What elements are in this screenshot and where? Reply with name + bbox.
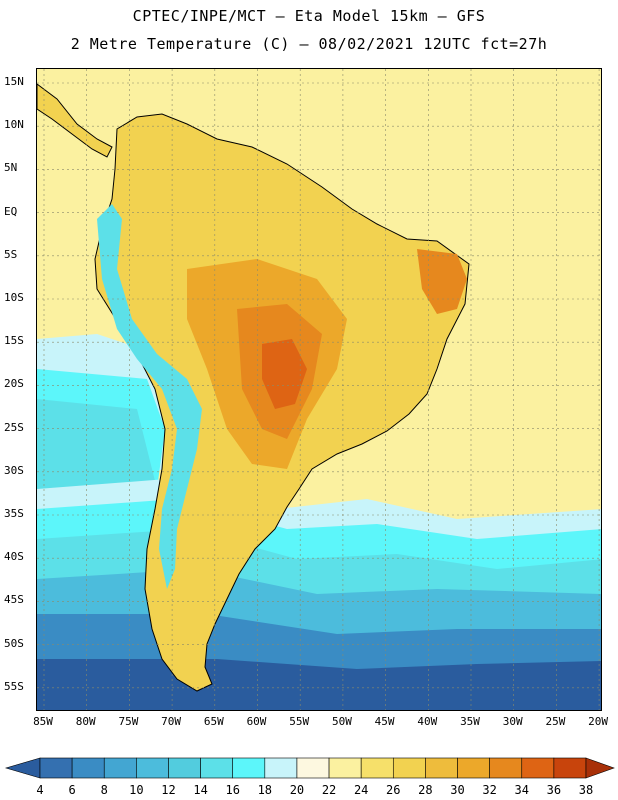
pacific-cool <box>37 399 157 499</box>
colorbar-swatch <box>489 757 523 779</box>
colorbar-arrow-left <box>4 757 41 779</box>
colorbar-label: 10 <box>129 783 144 797</box>
colorbar-label: 12 <box>161 783 176 797</box>
temperature-map <box>36 68 602 711</box>
title-line-2: 2 Metre Temperature (C) – 08/02/2021 12U… <box>70 35 548 53</box>
lon-label: 35W <box>460 715 480 728</box>
colorbar-label: 26 <box>386 783 401 797</box>
colorbar-label: 14 <box>193 783 208 797</box>
colorbar-swatch <box>103 757 137 779</box>
colorbar-label: 38 <box>578 783 594 797</box>
lat-label: 35S <box>4 507 24 520</box>
lon-label: 70W <box>161 715 182 728</box>
lon-label: 55W <box>289 715 310 728</box>
lat-label: 25S <box>4 420 24 434</box>
graticule <box>37 69 601 710</box>
lon-label: 80W <box>75 715 96 728</box>
colorbar-swatch <box>360 757 394 779</box>
lon-label: 65W <box>203 715 224 728</box>
lat-label: 5N <box>4 161 18 175</box>
colorbar-swatch <box>425 757 458 779</box>
lat-label: 20S <box>4 377 24 391</box>
lat-label: 50S <box>4 636 24 650</box>
colorbar-label: 30 <box>450 783 465 797</box>
lon-label: 25W <box>545 715 566 728</box>
colorbar-label: 24 <box>353 783 369 797</box>
lon-label: 20W <box>588 715 609 728</box>
northeast-hot <box>417 249 467 314</box>
title-line-1: CPTEC/INPE/MCT – Eta Model 15km – GFS <box>132 7 486 25</box>
colorbar-swatch <box>200 757 234 779</box>
south-deep <box>37 659 601 710</box>
lon-label: 45W <box>374 715 395 728</box>
lon-label: 75W <box>118 715 139 728</box>
colorbar-label: 8 <box>100 783 108 797</box>
colorbar-label: 34 <box>514 783 529 797</box>
interior-hottest <box>262 339 307 409</box>
colorbar-swatch <box>168 757 201 779</box>
colorbar-label: 6 <box>68 783 76 797</box>
lat-label: 15S <box>4 334 24 348</box>
lon-label: 30W <box>502 715 523 728</box>
lat-label: 5S <box>4 247 18 261</box>
lat-label: 15N <box>4 75 24 88</box>
colorbar-label: 32 <box>482 783 497 797</box>
colorbar-swatch <box>457 757 490 779</box>
lat-label: 10S <box>4 291 24 304</box>
lat-label: 40S <box>4 550 24 564</box>
colorbar-label: 28 <box>418 783 433 797</box>
colorbar-swatch <box>71 757 105 779</box>
colorbar-swatch <box>553 757 587 779</box>
colorbar-swatch <box>328 757 362 779</box>
colorbar-label: 16 <box>225 783 240 797</box>
colorbar-swatch <box>521 757 555 779</box>
colorbar-label: 18 <box>257 783 273 797</box>
colorbar-swatch <box>264 757 298 779</box>
colorbar-arrow-right <box>585 757 615 779</box>
lat-label: 45S <box>4 593 24 607</box>
colorbar-swatch <box>39 757 73 779</box>
colorbar-label: 20 <box>289 783 305 797</box>
lat-label: 55S <box>4 679 24 693</box>
lat-label: 10N <box>4 118 24 132</box>
colorbar-swatch <box>232 757 266 779</box>
lat-label: EQ <box>4 204 18 218</box>
colorbar-label: 4 <box>36 783 44 797</box>
colorbar-swatch <box>136 757 169 779</box>
colorbar-label: 36 <box>546 783 562 797</box>
andes-cold <box>97 204 202 589</box>
lat-label: 30S <box>4 463 24 477</box>
lon-label: 60W <box>246 715 267 728</box>
central-america <box>37 83 113 158</box>
colorbar-swatch <box>392 757 426 779</box>
lon-label: 50W <box>331 715 352 728</box>
colorbar-swatch <box>296 757 330 779</box>
lon-label: 85W <box>33 715 53 728</box>
colorbar <box>4 757 615 779</box>
lon-label: 40W <box>417 715 438 728</box>
colorbar-label: 22 <box>321 783 337 797</box>
